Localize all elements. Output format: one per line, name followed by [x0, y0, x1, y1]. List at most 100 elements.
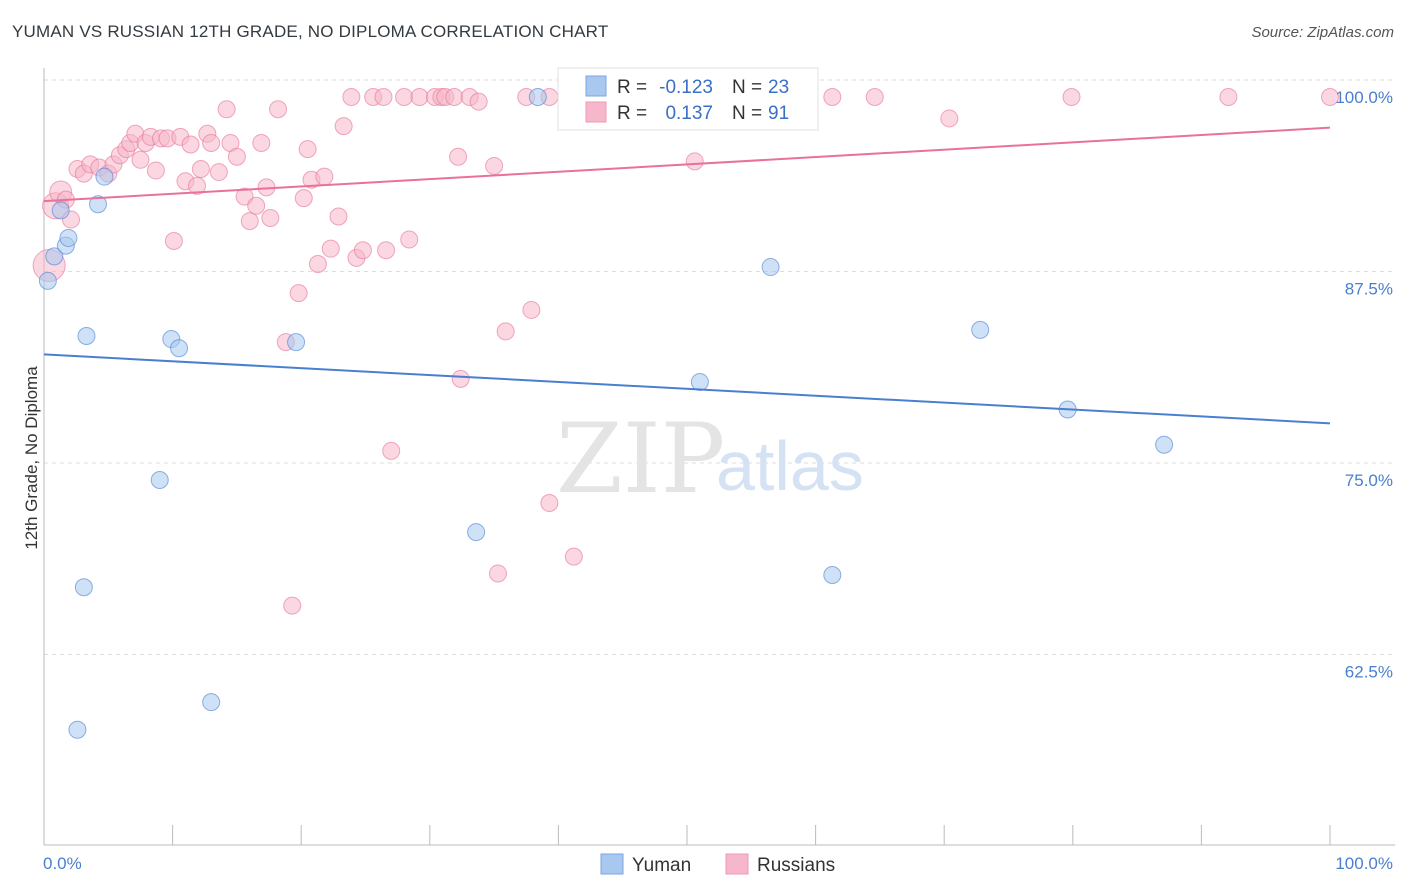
legend-top-n-value-russians: 91 — [768, 103, 789, 124]
legend-bottom: Yuman Russians — [600, 853, 835, 876]
russians-point — [449, 147, 468, 166]
russians-point — [685, 152, 704, 171]
russians-point — [294, 189, 313, 208]
y-tick-labels: 100.0% 87.5% 75.0% 62.5% — [1335, 88, 1393, 682]
axes — [43, 68, 1395, 846]
russians-point — [445, 88, 464, 106]
legend-bottom-swatch-russians — [725, 853, 749, 875]
russians-point — [283, 596, 302, 615]
russians-point — [321, 239, 340, 258]
russians-point — [269, 100, 288, 119]
y-tick-label: 62.5% — [1345, 663, 1393, 682]
russians-point — [1062, 88, 1081, 106]
legend-top-r-value-russians: 0.137 — [665, 103, 713, 124]
russians-point — [342, 88, 361, 106]
y-axis-label: 12th Grade, No Diploma — [22, 366, 41, 550]
legend-top-n-label-russians: N = — [732, 103, 762, 124]
russians-point — [261, 209, 280, 228]
yuman-point — [74, 578, 93, 597]
y-tick-label: 100.0% — [1335, 88, 1393, 107]
legend-top-r-label-yuman: R = — [617, 77, 647, 98]
russians-point — [353, 241, 372, 260]
legend-bottom-swatch-yuman — [600, 853, 624, 875]
legend-top-swatch-russians — [585, 101, 607, 123]
yuman-point — [761, 258, 780, 277]
russians-point — [540, 493, 559, 512]
russians-point — [382, 441, 401, 460]
russians-point — [181, 135, 200, 154]
russians-point — [469, 92, 488, 111]
yuman-point — [45, 247, 64, 266]
yuman-point — [95, 167, 114, 186]
russians-point — [865, 88, 884, 106]
legend-top-n-value-yuman: 23 — [768, 77, 789, 98]
russians-point — [395, 88, 414, 106]
yuman-point — [1155, 435, 1174, 454]
russians-point — [374, 88, 393, 106]
yuman-point — [202, 693, 221, 712]
russians-point — [191, 160, 210, 179]
yuman-point — [690, 372, 709, 391]
legend-top-r-label-russians: R = — [617, 103, 647, 124]
russians-point — [308, 254, 327, 273]
russians-point — [400, 230, 419, 249]
russians-point — [940, 109, 959, 128]
x-tick-labels: 0.0% 100.0% — [43, 854, 1393, 873]
russians-point — [209, 163, 228, 182]
russians-point — [188, 176, 207, 195]
legend-bottom-label-yuman: Yuman — [632, 855, 691, 876]
yuman-point — [467, 523, 486, 542]
x-tick-label: 100.0% — [1335, 854, 1393, 873]
russians-point — [377, 241, 396, 260]
yuman-point — [89, 195, 108, 214]
watermark-atlas: atlas — [716, 427, 864, 505]
grid — [44, 79, 1395, 655]
russians-point — [227, 147, 246, 166]
russians-point — [164, 232, 183, 251]
yuman-point — [823, 565, 842, 584]
yuman-point — [77, 326, 96, 345]
yuman-trend-line — [43, 353, 1331, 425]
russians-point — [289, 284, 308, 303]
chart-title: YUMAN VS RUSSIAN 12TH GRADE, NO DIPLOMA … — [12, 22, 609, 41]
russians-point — [564, 547, 583, 566]
russians-point — [217, 100, 236, 119]
y-tick-label: 75.0% — [1345, 471, 1393, 490]
yuman-point — [287, 333, 306, 352]
yuman-point — [528, 88, 547, 106]
yuman-point — [68, 720, 87, 739]
watermark: ZIP atlas — [556, 403, 864, 515]
russians-point — [485, 156, 504, 175]
russians-point — [451, 369, 470, 388]
trend-lines — [43, 126, 1331, 425]
legend-bottom-label-russians: Russians — [757, 855, 835, 876]
y-tick-label: 87.5% — [1345, 280, 1393, 299]
watermark-zip: ZIP — [556, 403, 725, 515]
russians-trend-line — [43, 126, 1331, 203]
russians-point — [202, 133, 221, 152]
russians-point — [298, 140, 317, 159]
russians-point — [240, 212, 259, 231]
yuman-point — [38, 271, 57, 290]
x-tick-label: 0.0% — [43, 854, 82, 873]
russians-point — [334, 117, 353, 136]
legend-top-swatch-yuman — [585, 75, 607, 97]
source-label: Source: ZipAtlas.com — [1251, 24, 1394, 41]
legend-top: R = -0.123 N = 23 R = 0.137 N = 91 — [557, 67, 819, 131]
russians-point — [146, 161, 165, 180]
yuman-point — [150, 471, 169, 489]
yuman-point — [59, 228, 78, 247]
legend-top-n-label-yuman: N = — [732, 77, 762, 98]
russians-point — [1219, 88, 1238, 106]
russians-point — [315, 167, 334, 186]
russians-point — [329, 207, 348, 226]
yuman-point — [51, 201, 70, 220]
russians-point — [131, 150, 150, 169]
russians-point — [522, 300, 541, 319]
russians-point — [1321, 88, 1339, 106]
legend-top-r-value-yuman: -0.123 — [659, 77, 713, 98]
russians-point — [823, 88, 842, 106]
russians-point — [247, 196, 266, 215]
yuman-point — [170, 339, 189, 358]
